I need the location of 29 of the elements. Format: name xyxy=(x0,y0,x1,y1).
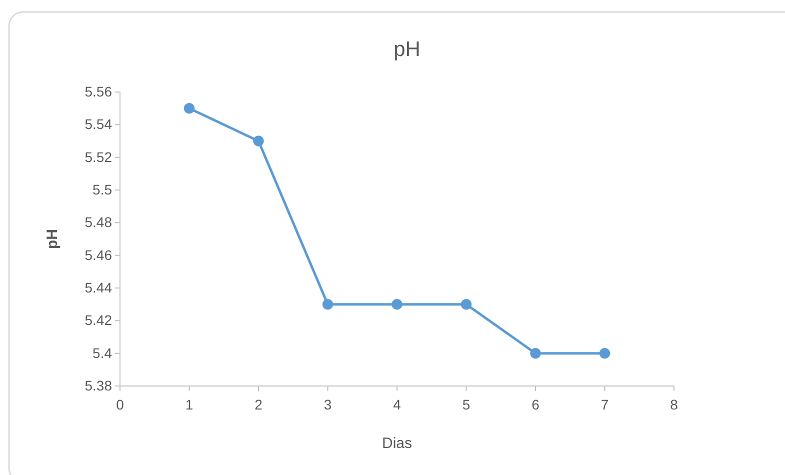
point xyxy=(253,136,264,146)
point xyxy=(392,298,402,310)
x-tick-label: 5 xyxy=(462,396,470,412)
y-tick-label: 5.56 xyxy=(84,83,112,100)
y-tick-label: 5.54 xyxy=(84,116,112,132)
x-tick-label: 1 xyxy=(185,396,194,412)
x-tick-label: 2 xyxy=(254,396,263,412)
y-tick-label: 5.46 xyxy=(84,246,112,263)
y-tick-label: 5.38 xyxy=(84,377,112,394)
point xyxy=(322,298,334,310)
x-tick-label: 7 xyxy=(600,396,609,412)
point xyxy=(184,102,195,114)
y-tick-label: 5.52 xyxy=(84,148,112,165)
y-tick-label: 5.4 xyxy=(92,344,112,361)
y-tick-label: 5.48 xyxy=(84,214,112,230)
x-tick-label: 4 xyxy=(393,396,402,412)
y-tick-label: 5.42 xyxy=(84,312,112,328)
chart-title: pH xyxy=(394,38,420,61)
y-tick-label: 5.5 xyxy=(92,181,112,198)
point xyxy=(599,348,610,359)
y-tick-label: 5.44 xyxy=(84,279,112,296)
x-tick-label: 6 xyxy=(532,396,540,412)
x-axis-title: Dias xyxy=(382,435,412,452)
x-tick-label: 8 xyxy=(670,396,678,412)
y-axis-title: pH xyxy=(44,229,61,249)
point xyxy=(530,348,541,359)
x-tick-label: 3 xyxy=(324,396,332,412)
point xyxy=(460,298,472,310)
x-tick-label: 0 xyxy=(116,396,124,412)
